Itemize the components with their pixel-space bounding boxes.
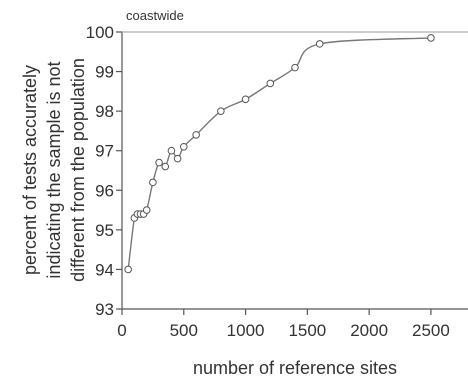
data-point bbox=[241, 95, 250, 104]
y-axis-label-line: indicating the sample is not bbox=[44, 61, 64, 278]
y-tick-label: 99 bbox=[95, 63, 114, 82]
data-point bbox=[149, 178, 157, 187]
x-tick-label: 0 bbox=[117, 321, 126, 340]
y-tick-label: 100 bbox=[86, 23, 114, 42]
data-point bbox=[315, 40, 324, 48]
series-layer bbox=[124, 34, 435, 274]
x-tick-label: 2000 bbox=[350, 321, 388, 340]
x-tick-label: 1500 bbox=[288, 321, 326, 340]
x-axis-label: number of reference sites bbox=[193, 358, 397, 378]
y-tick-label: 93 bbox=[95, 300, 114, 319]
data-point bbox=[161, 162, 170, 171]
data-point bbox=[427, 34, 435, 42]
x-tick-label: 500 bbox=[170, 321, 198, 340]
annotation-coastwide: coastwide bbox=[126, 8, 184, 23]
data-point bbox=[217, 107, 225, 115]
data-point bbox=[124, 265, 132, 274]
x-tick-label: 2500 bbox=[412, 321, 450, 340]
y-axis-label: percent of tests accurately indicating th… bbox=[20, 58, 88, 282]
axis-labels-layer: number of reference sites percent of tes… bbox=[20, 58, 397, 378]
annotation-layer: coastwide bbox=[126, 8, 184, 23]
y-axis-label-line: percent of tests accurately bbox=[20, 65, 40, 275]
data-point bbox=[192, 131, 200, 139]
y-tick-label: 94 bbox=[95, 260, 114, 279]
data-point bbox=[155, 158, 163, 167]
y-tick-label: 98 bbox=[95, 102, 114, 121]
data-point bbox=[142, 206, 151, 214]
data-point bbox=[173, 154, 182, 163]
y-axis-label-line: different from the population bbox=[68, 58, 88, 282]
axes-layer bbox=[121, 31, 468, 310]
y-tick-label: 97 bbox=[95, 142, 114, 161]
x-tick-label: 1000 bbox=[227, 321, 265, 340]
data-point bbox=[167, 146, 176, 155]
y-tick-label: 95 bbox=[95, 221, 114, 240]
data-point bbox=[179, 142, 188, 151]
data-point bbox=[291, 63, 299, 72]
data-point bbox=[266, 79, 275, 88]
y-tick-label: 96 bbox=[95, 181, 114, 200]
